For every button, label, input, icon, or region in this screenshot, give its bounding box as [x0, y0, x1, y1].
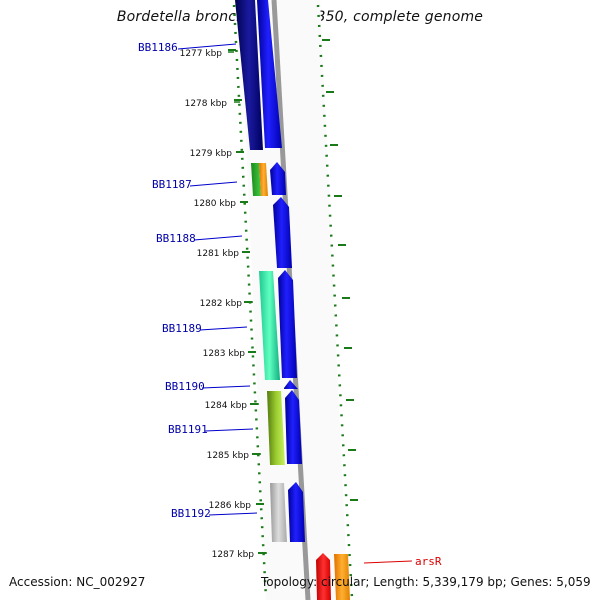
gene-label-bb1192[interactable]: BB1192: [171, 507, 211, 520]
gene-arsr-neighbor: [334, 554, 350, 600]
gene-bb1188-forward: [273, 197, 292, 268]
gene-label-arsr[interactable]: arsR: [415, 555, 442, 568]
tick-label-1286: 1286 kbp: [209, 501, 252, 511]
tick-label-1282: 1282 kbp: [200, 299, 243, 309]
map-ring-backdrop: [240, 0, 348, 600]
tick-label-1284: 1284 kbp: [205, 401, 248, 411]
tick-label-1285: 1285 kbp: [207, 451, 250, 461]
gene-label-bb1188[interactable]: BB1188: [156, 232, 196, 245]
gene-label-bb1189[interactable]: BB1189: [162, 322, 202, 335]
accession-text: Accession: NC_002927: [9, 575, 146, 589]
gene-label-bb1187[interactable]: BB1187: [152, 178, 192, 191]
tick-label-1277: 1277 kbp: [180, 49, 223, 59]
gene-bb1191-reverse: [267, 391, 285, 465]
gene-bb1187-reverse-green: [251, 163, 261, 196]
arsr-leader-line: [363, 560, 413, 564]
gene-bb1192-reverse: [270, 483, 287, 542]
gene-bb1191-forward: [285, 390, 302, 464]
gene-bb1187-forward: [270, 162, 286, 195]
gene-label-bb1186[interactable]: BB1186: [138, 41, 178, 54]
gene-bb1187-reverse-orange: [259, 163, 268, 196]
tick-label-1278: 1278 kbp: [185, 99, 228, 109]
tick-label-1280: 1280 kbp: [194, 199, 237, 209]
gene-label-bb1191[interactable]: BB1191: [168, 423, 208, 436]
gene-bb1192-forward: [288, 482, 305, 542]
gene-label-bb1190[interactable]: BB1190: [165, 380, 205, 393]
scale-ticks: [228, 51, 267, 554]
gene-bb1186-reverse: [235, 0, 263, 150]
gene-bb1186-forward: [257, 0, 282, 148]
gene-bb1189-forward: [278, 270, 297, 378]
gene-bb1189-reverse: [259, 271, 280, 380]
gene-leader-lines: [177, 43, 258, 516]
tick-label-1281: 1281 kbp: [197, 249, 240, 259]
tick-label-1287: 1287 kbp: [212, 550, 255, 560]
topology-text: Topology: circular; Length: 5,339,179 bp…: [261, 575, 591, 589]
tick-label-1283: 1283 kbp: [203, 349, 246, 359]
gene-bb1190-forward: [284, 380, 298, 389]
tick-label-1279: 1279 kbp: [190, 149, 233, 159]
gene-arsr: [316, 553, 331, 600]
